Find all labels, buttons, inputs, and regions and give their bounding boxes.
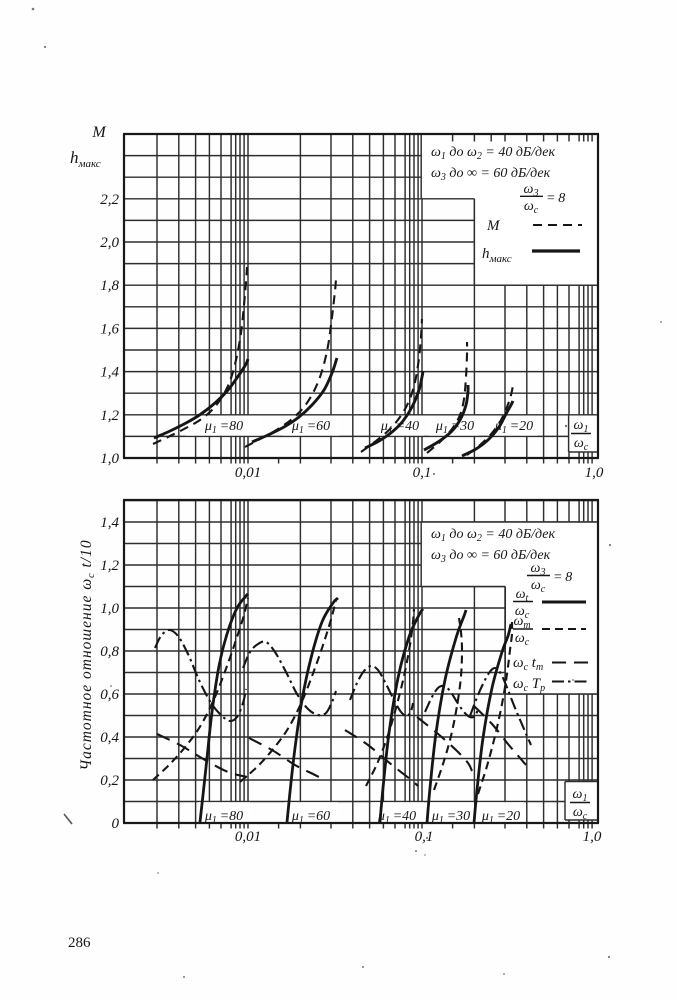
svg-text:ω3 до ∞ = 60 дБ/дек: ω3 до ∞ = 60 дБ/дек bbox=[431, 548, 551, 565]
svg-text:μ1 =80: μ1 =80 bbox=[204, 419, 243, 436]
svg-text:μ1 =30: μ1 =30 bbox=[431, 809, 470, 826]
svg-text:μ1 =20: μ1 =20 bbox=[494, 419, 533, 436]
svg-text:= 8: = 8 bbox=[546, 191, 565, 206]
svg-text:μ1 =40: μ1 =40 bbox=[377, 809, 416, 826]
svg-text:1,2: 1,2 bbox=[100, 558, 119, 574]
svg-text:2,2: 2,2 bbox=[100, 192, 119, 208]
svg-text:0,8: 0,8 bbox=[100, 644, 119, 660]
svg-text:1,6: 1,6 bbox=[100, 321, 119, 337]
svg-text:1,0: 1,0 bbox=[585, 465, 604, 481]
svg-text:ω1 до ω2 = 40 дБ/дек: ω1 до ω2 = 40 дБ/дек bbox=[431, 145, 556, 162]
svg-text:μ1 =30: μ1 =30 bbox=[435, 419, 474, 436]
svg-text:ω1 до ω2 = 40 дБ/дек: ω1 до ω2 = 40 дБ/дек bbox=[431, 527, 556, 544]
svg-text:= 8: = 8 bbox=[553, 570, 572, 585]
svg-text:μ1 =60: μ1 =60 bbox=[291, 419, 330, 436]
svg-text:ωt: ωt bbox=[516, 587, 529, 604]
svg-text:286: 286 bbox=[68, 935, 91, 951]
svg-text:1,4: 1,4 bbox=[100, 515, 119, 531]
svg-text:Частотное отношение ωc t/10: Частотное отношение ωc t/10 bbox=[78, 539, 97, 770]
svg-text:0,1: 0,1 bbox=[413, 465, 432, 481]
svg-text:0,4: 0,4 bbox=[100, 730, 119, 746]
svg-text:0,6: 0,6 bbox=[100, 687, 119, 703]
svg-text:ωc Tp: ωc Tp bbox=[513, 676, 545, 694]
svg-text:1,4: 1,4 bbox=[100, 365, 119, 381]
svg-text:1,2: 1,2 bbox=[100, 408, 119, 424]
svg-text:μ1 =20: μ1 =20 bbox=[481, 809, 520, 826]
svg-text:ωc tm: ωc tm bbox=[513, 655, 543, 673]
svg-text:μ1 =40: μ1 =40 bbox=[380, 419, 419, 436]
svg-text:1,8: 1,8 bbox=[100, 278, 119, 294]
svg-text:2,0: 2,0 bbox=[100, 235, 119, 251]
svg-text:0: 0 bbox=[112, 816, 120, 832]
svg-text:0,1: 0,1 bbox=[415, 829, 434, 845]
svg-text:0,01: 0,01 bbox=[235, 829, 261, 845]
svg-text:μ1 =80: μ1 =80 bbox=[204, 809, 243, 826]
svg-text:1,0: 1,0 bbox=[583, 829, 602, 845]
svg-text:ω3 до ∞ = 60 дБ/дек: ω3 до ∞ = 60 дБ/дек bbox=[431, 166, 551, 183]
svg-text:M: M bbox=[91, 124, 107, 141]
svg-text:M: M bbox=[486, 218, 501, 234]
svg-text:1,0: 1,0 bbox=[100, 601, 119, 617]
svg-text:0,2: 0,2 bbox=[100, 773, 119, 789]
svg-text:1,0: 1,0 bbox=[100, 451, 119, 467]
svg-text:0,01: 0,01 bbox=[235, 465, 261, 481]
svg-text:μ1 =60: μ1 =60 bbox=[291, 809, 330, 826]
